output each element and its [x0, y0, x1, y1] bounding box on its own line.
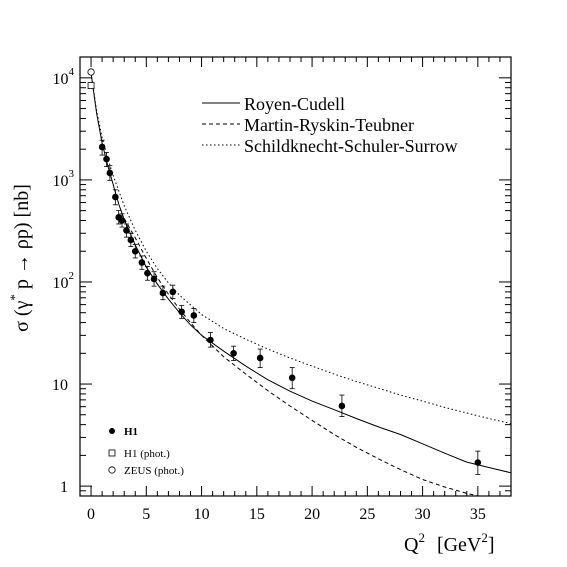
point-h1	[123, 227, 130, 234]
point-h1	[127, 236, 135, 244]
legend-marker-h1	[109, 428, 115, 434]
legend-label-royen-cudell: Royen-Cudell	[244, 94, 345, 114]
y-tick-label: 104	[53, 66, 75, 88]
point-h1	[106, 169, 114, 177]
point-zeus-phot	[87, 68, 95, 76]
point-h1	[138, 259, 146, 266]
y-tick-label: 10	[52, 377, 68, 394]
x-tick-label: 20	[304, 506, 320, 523]
point-h1	[190, 312, 198, 319]
point-h1	[256, 354, 264, 362]
point-h1	[288, 374, 296, 382]
point-h1	[338, 402, 346, 410]
point-h1	[98, 143, 106, 151]
legend-label-schildknecht-schuler-surrow: Schildknecht-Schuler-Surrow	[244, 136, 458, 156]
legend-label-h1: H1	[124, 426, 138, 438]
point-h1	[207, 336, 214, 344]
x-tick-label: 15	[249, 506, 265, 523]
point-h1	[230, 350, 237, 357]
data-points	[87, 68, 482, 475]
legend-marker-h1-phot	[108, 449, 116, 457]
legend-label-h1-phot: H1 (phot.)	[124, 448, 170, 460]
y-axis-label: σ (γ* p → ρp) [nb]	[7, 184, 33, 332]
y-tick-label: 1	[60, 479, 68, 496]
point-h1	[112, 193, 119, 201]
y-tick-label: 103	[53, 168, 75, 190]
model-legend: Royen-Cudell Martin-Ryskin-Teubner Schil…	[202, 94, 458, 156]
axes-frame	[79, 56, 512, 497]
marker-legend: H1 H1 (phot.) ZEUS (phot.)	[108, 426, 184, 477]
point-h1	[131, 247, 139, 255]
x-axis-label: Q2 [GeV2]	[404, 530, 495, 556]
plot-frame	[79, 56, 512, 497]
point-h1	[474, 459, 482, 466]
curve-martin-ryskin-teubner	[123, 218, 478, 497]
point-h1	[169, 288, 177, 296]
tick-marks: 0 5 10 15 20 25 30 35 1 10 102 103 104	[52, 57, 512, 523]
point-h1	[144, 269, 151, 277]
point-h1	[118, 217, 126, 224]
point-h1	[150, 275, 158, 283]
x-tick-label: 25	[359, 506, 375, 523]
point-h1	[159, 289, 167, 297]
y-tick-label: 102	[53, 270, 75, 292]
point-h1	[178, 308, 185, 316]
x-tick-label: 5	[142, 506, 150, 523]
x-tick-label: 35	[470, 506, 486, 523]
legend-marker-zeus-phot	[108, 466, 116, 474]
legend-label-martin-ryskin-teubner: Martin-Ryskin-Teubner	[244, 115, 414, 135]
point-h1-phot	[87, 82, 95, 89]
x-tick-label: 30	[415, 506, 431, 523]
point-h1	[103, 155, 110, 163]
x-tick-label: 0	[87, 506, 95, 523]
x-tick-label: 10	[194, 506, 210, 523]
legend-label-zeus-phot: ZEUS (phot.)	[124, 465, 184, 477]
